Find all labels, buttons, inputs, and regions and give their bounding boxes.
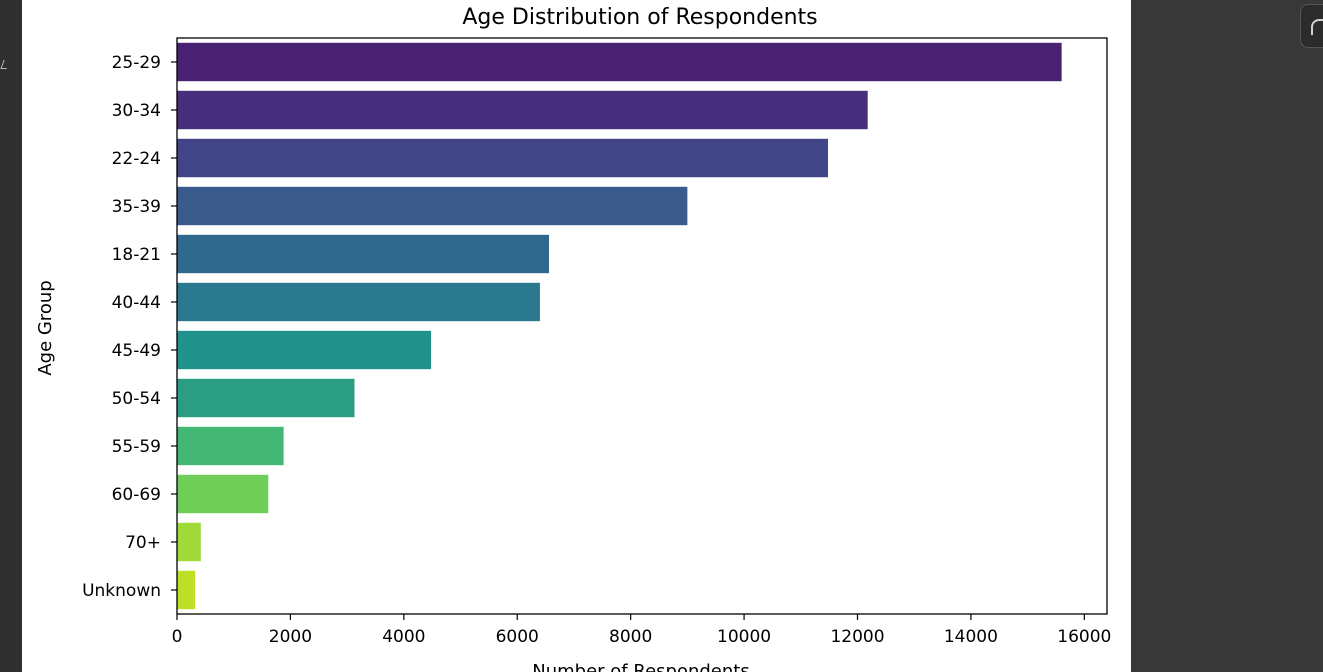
x-tick-label: 4000 <box>382 627 425 647</box>
bar-25-29 <box>177 42 1062 82</box>
bar-70- <box>177 522 201 562</box>
y-tick-label: 25-29 <box>112 53 161 73</box>
y-tick-label: 70+ <box>125 533 161 553</box>
y-tick-label: 50-54 <box>112 389 161 409</box>
y-tick-label: 55-59 <box>112 437 161 457</box>
x-tick-label: 0 <box>172 627 183 647</box>
y-tick-label: 30-34 <box>112 101 161 121</box>
x-tick-label: 6000 <box>496 627 539 647</box>
bar-45-49 <box>177 330 432 370</box>
bar-group <box>177 42 1062 610</box>
left-gutter <box>0 0 22 672</box>
y-tick-label: 45-49 <box>112 341 161 361</box>
bar-55-59 <box>177 426 284 466</box>
y-tick-label: 22-24 <box>112 149 161 169</box>
bar-18-21 <box>177 234 549 274</box>
y-axis-label: Age Group <box>35 280 56 375</box>
y-tick-label: 40-44 <box>112 293 161 313</box>
chart-title: Age Distribution of Respondents <box>462 5 817 30</box>
bar-unknown <box>177 570 196 610</box>
bar-35-39 <box>177 186 688 226</box>
x-tick-label: 2000 <box>269 627 312 647</box>
y-axis: 25-29 30-34 22-24 35-39 18-21 40-44 45-49 50-54… <box>82 53 177 601</box>
bar-60-69 <box>177 474 269 514</box>
x-tick-label: 8000 <box>609 627 652 647</box>
x-tick-label: 12000 <box>830 627 884 647</box>
y-tick-label: 18-21 <box>112 245 161 265</box>
editor-background <box>1131 0 1323 672</box>
bar-40-44 <box>177 282 540 322</box>
y-tick-label: 35-39 <box>112 197 161 217</box>
x-axis: 0 2000 4000 6000 8000 10000 12000 14000 16000 <box>172 614 1111 647</box>
x-tick-label: 10000 <box>717 627 771 647</box>
y-tick-label: 60-69 <box>112 485 161 505</box>
bar-30-34 <box>177 90 868 130</box>
x-axis-label: Number of Respondents <box>532 661 749 672</box>
bar-50-54 <box>177 378 355 418</box>
curved-arrow-icon <box>1311 19 1323 35</box>
y-tick-label: Unknown <box>82 581 161 601</box>
x-tick-label: 16000 <box>1057 627 1111 647</box>
bar-22-24 <box>177 138 828 178</box>
x-tick-label: 14000 <box>944 627 998 647</box>
plot-frame <box>176 37 1108 615</box>
scroll-to-top-button[interactable] <box>1300 4 1323 48</box>
